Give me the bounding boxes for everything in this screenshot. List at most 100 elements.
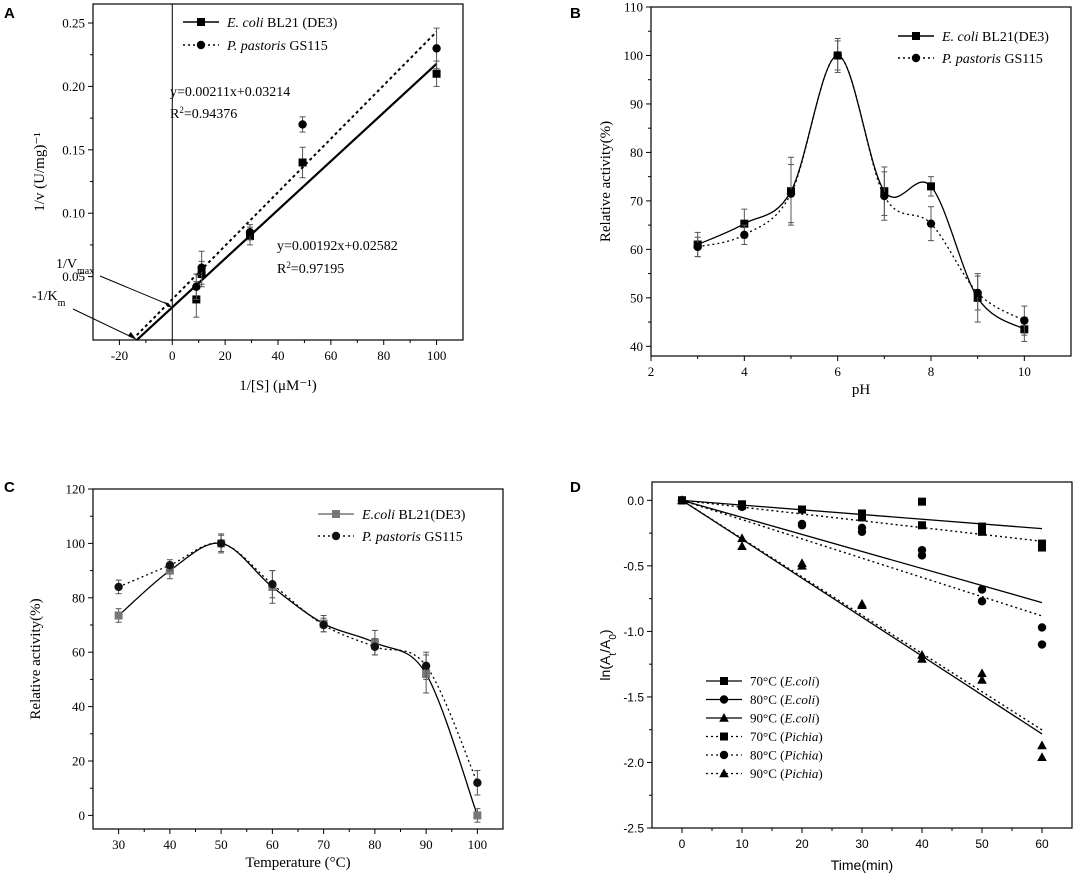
x-tick-label: 20 — [219, 348, 232, 363]
x-tick-label: 50 — [975, 837, 989, 851]
legend-label-rest: GS115 — [286, 39, 328, 54]
data-point — [737, 541, 747, 551]
legend-label-rest: GS115 — [421, 530, 463, 545]
x-tick-label: -20 — [111, 348, 128, 363]
data-point — [917, 551, 927, 560]
y-axis-title: Relative activity(%) — [28, 598, 44, 719]
fit-r2-value: 0.97195 — [299, 262, 345, 277]
panel-B: 2 4 6 8 10 40 50 60 70 80 90 100 110 B E. coli BL21(DE… — [570, 0, 1072, 398]
panel-letter: C — [4, 479, 15, 496]
x-tick-label: 20 — [795, 837, 809, 851]
legend-label: E. coli BL21 (DE3) — [226, 16, 338, 31]
x-tick-label: 80 — [368, 837, 381, 852]
legend-marker — [196, 40, 206, 50]
y-tick-label: 100 — [66, 536, 86, 551]
data-point — [192, 282, 201, 291]
legend-marker — [331, 531, 341, 541]
data-point — [370, 642, 380, 651]
y-axis-title: ln(At/A0) — [597, 629, 619, 680]
x-tick-label: 100 — [468, 837, 488, 852]
x-tick-label: 60 — [1035, 837, 1049, 851]
y-tick-label: 110 — [624, 0, 643, 15]
y-tick-label: 0.0 — [627, 494, 644, 508]
data-point — [927, 182, 935, 191]
data-point — [917, 653, 927, 663]
y-tick-label: -1.5 — [623, 690, 644, 704]
x-tick-label: 0 — [679, 837, 686, 851]
legend-label: 80°C (E.coli) — [750, 692, 820, 707]
x-tick-label: 6 — [834, 364, 841, 379]
data-point — [298, 120, 307, 129]
annotation-km: -1/Km — [32, 289, 66, 309]
y-axis-title: 1/v (U/mg)⁻¹ — [32, 132, 48, 212]
x-tick-label: 40 — [163, 837, 176, 852]
x-tick-label: 40 — [272, 348, 285, 363]
legend-label-italic: P. pastoris — [361, 530, 421, 545]
data-point — [216, 539, 226, 548]
data-point — [1037, 623, 1047, 632]
legend-label: P. pastoris GS115 — [941, 52, 1043, 67]
data-point — [977, 597, 987, 606]
data-point — [797, 560, 807, 570]
x-tick-label: 0 — [169, 348, 176, 363]
x-tick-label: 30 — [855, 837, 869, 851]
legend-label-organism: Pichia — [783, 766, 818, 781]
data-point — [319, 620, 328, 630]
x-tick-label: 70 — [317, 837, 330, 852]
legend-label-organism: E.coli — [783, 692, 815, 707]
legend-label-temp: 80°C — [750, 748, 777, 763]
legend-label-organism: Pichia — [783, 729, 818, 744]
legend-marker — [719, 768, 729, 778]
legend-label-temp: 80°C — [750, 692, 777, 707]
x-axis-title: pH — [852, 382, 871, 398]
annotation-vmax: 1/Vmax — [56, 257, 94, 277]
legend-label: E.coli BL21(DE3) — [361, 508, 466, 523]
fit-line — [135, 63, 438, 341]
x-axis-title: 1/[S] (μM⁻¹) — [239, 378, 317, 394]
legend-label: 80°C (Pichia) — [750, 748, 823, 763]
data-point — [740, 230, 749, 240]
fit-r2: R2=0.94376 — [170, 105, 237, 122]
data-point — [977, 668, 987, 678]
legend-label: E. coli BL21(DE3) — [941, 30, 1049, 45]
legend-label-temp: 90°C — [750, 711, 777, 726]
data-point — [978, 527, 986, 536]
legend-label: P. pastoris GS115 — [361, 530, 463, 545]
legend-marker — [719, 695, 729, 704]
data-point — [918, 521, 926, 530]
legend-label-rest: GS115 — [1001, 52, 1043, 67]
series-line — [118, 542, 478, 816]
legend-label-rest: BL21(DE3) — [979, 30, 1050, 45]
annotation-arrowhead — [127, 332, 137, 340]
y-tick-label: 0 — [79, 808, 86, 823]
legend-label-rest: BL21 (DE3) — [264, 16, 338, 31]
data-point — [857, 527, 867, 537]
fit-equation: y=0.00211x+0.03214 — [170, 85, 290, 100]
x-tick-label: 40 — [915, 837, 929, 851]
y-tick-label: 0.10 — [62, 206, 85, 221]
y-tick-label: 120 — [66, 482, 86, 497]
fit-line — [681, 499, 1043, 731]
annotation-arrow — [99, 275, 171, 306]
data-point — [798, 505, 806, 514]
y-tick-label: 0.15 — [62, 142, 85, 157]
data-point — [918, 497, 926, 506]
data-point — [1037, 740, 1047, 750]
fit-r2-value: 0.94376 — [192, 107, 238, 122]
legend-marker — [719, 713, 729, 722]
x-tick-label: 8 — [928, 364, 935, 379]
data-point — [432, 44, 441, 53]
data-point — [114, 611, 123, 620]
data-point — [197, 263, 206, 272]
data-point — [1038, 543, 1046, 552]
data-point — [473, 778, 482, 787]
data-point — [786, 189, 796, 198]
x-tick-label: 90 — [420, 837, 433, 852]
series-line — [697, 54, 1025, 322]
legend-label-temp: 70°C — [750, 674, 777, 689]
legend-marker — [332, 510, 340, 518]
y-tick-label: 80 — [630, 145, 643, 160]
y-tick-label: -2.0 — [623, 756, 644, 770]
series-line — [118, 542, 478, 784]
